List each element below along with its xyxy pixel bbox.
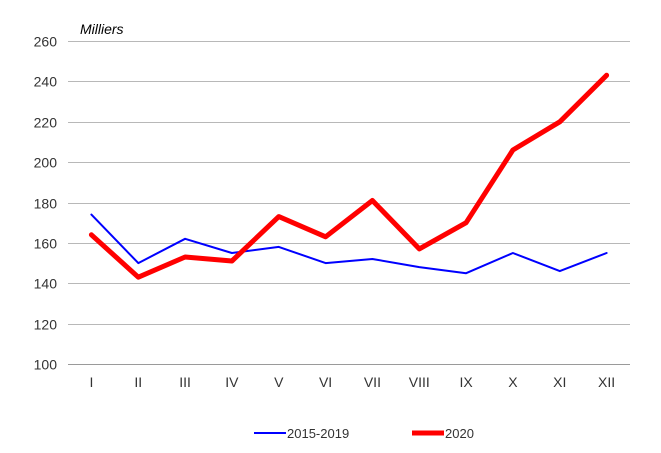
x-tick-label: XII [598, 374, 615, 390]
legend: 2015-2019 2020 [254, 426, 474, 441]
x-tick-label: VII [364, 374, 381, 390]
x-tick-label: IX [459, 374, 473, 390]
series-line-2020 [88, 72, 610, 280]
y-tick-label: 120 [34, 317, 58, 333]
gridlines [68, 41, 630, 365]
y-axis: 100 120 140 160 180 200 220 240 260 [34, 34, 58, 373]
y-tick-label: 180 [34, 196, 58, 212]
x-axis: I II III IV V VI VII VIII IX X XI XII [89, 374, 615, 390]
series-line-2015-2019 [90, 213, 608, 275]
y-tick-label: 160 [34, 236, 58, 252]
legend-label-2020: 2020 [445, 426, 474, 441]
x-tick-label: II [134, 374, 142, 390]
y-tick-label: 100 [34, 357, 58, 373]
x-tick-label: XI [553, 374, 566, 390]
x-tick-label: III [179, 374, 191, 390]
y-tick-label: 140 [34, 276, 58, 292]
x-tick-label: I [89, 374, 93, 390]
y-tick-label: 240 [34, 74, 58, 90]
x-tick-label: VIII [409, 374, 430, 390]
unit-label: Milliers [80, 21, 124, 37]
x-tick-label: V [274, 374, 284, 390]
y-tick-label: 260 [34, 34, 58, 50]
x-tick-label: VI [319, 374, 332, 390]
series-lines [88, 72, 610, 280]
y-tick-label: 220 [34, 115, 58, 131]
x-tick-label: X [508, 374, 518, 390]
x-tick-label: IV [225, 374, 239, 390]
y-tick-label: 200 [34, 155, 58, 171]
legend-label-2015-2019: 2015-2019 [287, 426, 349, 441]
